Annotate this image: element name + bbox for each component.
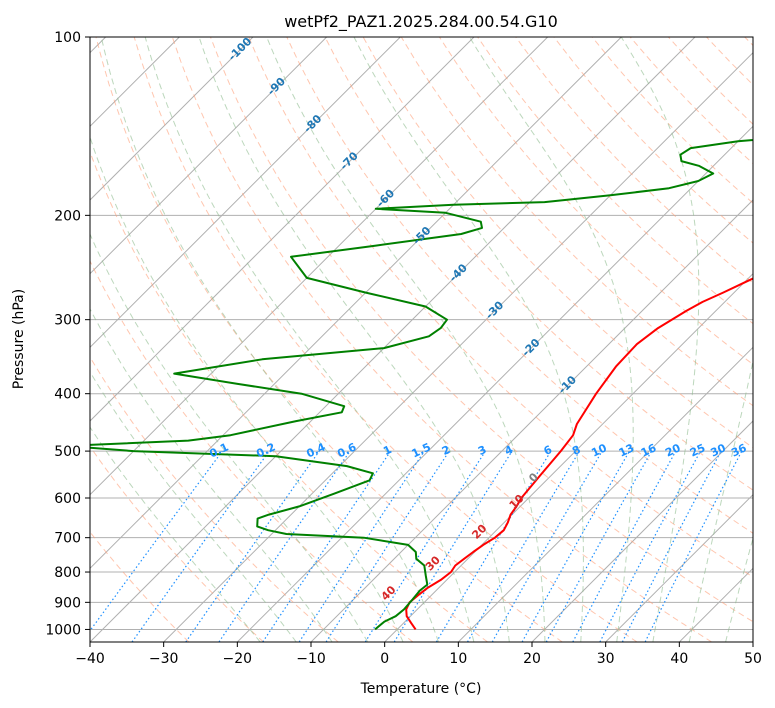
isotherm-line bbox=[90, 37, 622, 570]
isotherm-line bbox=[163, 51, 753, 642]
grid-layer bbox=[90, 37, 753, 642]
x-tick-label: −20 bbox=[223, 651, 253, 667]
dry-adiabat-line bbox=[95, 37, 563, 642]
moist-adiabat-line bbox=[90, 308, 333, 642]
isotherm-line bbox=[90, 37, 549, 496]
mixing-ratio-line bbox=[185, 450, 320, 642]
y-tick-label: 200 bbox=[54, 208, 81, 224]
y-axis-label: Pressure (hPa) bbox=[11, 289, 27, 389]
mixing-ratio-line bbox=[644, 450, 743, 642]
mixing-ratio-label: 10 bbox=[589, 441, 609, 459]
x-tick-label: 30 bbox=[597, 651, 615, 667]
mixing-ratio-label: 30 bbox=[708, 441, 728, 459]
isotherm-line bbox=[605, 493, 753, 642]
y-tick-label: 600 bbox=[54, 491, 81, 507]
isotherm-line bbox=[384, 272, 753, 642]
mixing-ratio-label: 16 bbox=[639, 441, 659, 459]
dry-adiabat-line bbox=[90, 259, 414, 642]
mixing-ratio-label: 25 bbox=[688, 441, 707, 459]
moist-adiabat-line bbox=[198, 37, 510, 642]
temperature-profile-line bbox=[405, 277, 753, 630]
mixing-ratio-line bbox=[218, 450, 351, 642]
x-tick-label: 40 bbox=[670, 651, 688, 667]
isotherm-line bbox=[531, 420, 753, 642]
y-tick-label: 1000 bbox=[45, 622, 81, 638]
y-tick-label: 700 bbox=[54, 531, 81, 547]
dry-adiabat-line bbox=[133, 37, 638, 642]
moist-adiabat-line bbox=[688, 358, 753, 642]
x-tick-label: −10 bbox=[296, 651, 326, 667]
x-tick-label: −40 bbox=[75, 651, 105, 667]
mixing-ratio-line bbox=[90, 450, 223, 632]
isotherm-line bbox=[236, 125, 753, 642]
isotherm-line bbox=[90, 37, 696, 642]
dry-adiabat-line bbox=[248, 37, 753, 578]
dry-adiabat-line bbox=[210, 37, 753, 623]
mixing-ratio-line bbox=[325, 450, 450, 642]
plot-frame bbox=[89, 36, 754, 643]
moist-adiabat-line bbox=[144, 37, 475, 642]
mixing-ratio-line bbox=[131, 450, 270, 642]
dry-adiabat-line bbox=[90, 445, 264, 642]
dewpoint-profile-line bbox=[90, 139, 753, 631]
x-tick-label: 50 bbox=[744, 651, 762, 667]
isotherm-line bbox=[90, 37, 401, 349]
dry-adiabat-line bbox=[90, 356, 339, 642]
mixing-ratio-line bbox=[262, 450, 392, 642]
y-tick-label: 300 bbox=[54, 313, 81, 329]
moist-adiabat-line bbox=[620, 37, 700, 642]
x-tick-label: −30 bbox=[149, 651, 179, 667]
moist-adiabat-line bbox=[90, 370, 297, 642]
mixing-ratio-line bbox=[545, 450, 653, 642]
dry-adiabat-line bbox=[324, 37, 753, 491]
isotherm-line bbox=[90, 37, 328, 275]
moist-adiabat-line bbox=[90, 135, 404, 642]
chart-title: wetPf2_PAZ1.2025.284.00.54.G10 bbox=[284, 12, 558, 32]
isotherm-line bbox=[90, 37, 475, 422]
isotherm-line bbox=[457, 346, 753, 642]
axis-layer: −40 −30 −20 −10 0 10 20 30 40 50 100 200 300 400 500 60… bbox=[45, 30, 762, 667]
moist-adiabat-line bbox=[100, 37, 439, 642]
x-tick-label: 20 bbox=[523, 651, 541, 667]
mixing-ratio-line bbox=[298, 450, 425, 642]
y-tick-label: 900 bbox=[54, 595, 81, 611]
dry-adiabat-line bbox=[171, 37, 712, 642]
series-layer bbox=[90, 139, 753, 631]
moist-adiabat-line bbox=[266, 37, 546, 642]
mixing-ratio-label: 36 bbox=[729, 441, 749, 459]
y-tick-label: 500 bbox=[54, 444, 81, 460]
y-tick-label: 400 bbox=[54, 387, 81, 403]
mixing-ratio-line bbox=[521, 450, 631, 642]
mixing-ratio-label: 20 bbox=[663, 441, 683, 459]
x-tick-label: 10 bbox=[449, 651, 467, 667]
moist-adiabat-line bbox=[353, 37, 584, 642]
mixing-ratio-line bbox=[393, 450, 513, 642]
x-tick-label: 0 bbox=[380, 651, 389, 667]
y-tick-label: 800 bbox=[54, 565, 81, 581]
mixing-ratio-line bbox=[572, 450, 677, 642]
dry-adiabat-line bbox=[515, 37, 753, 284]
x-axis-label: Temperature (°C) bbox=[360, 681, 482, 697]
dry-adiabat-line bbox=[286, 37, 753, 534]
isotherm-line bbox=[90, 37, 254, 201]
moist-adiabat-line bbox=[90, 426, 261, 642]
mixing-ratio-label: 13 bbox=[617, 441, 636, 459]
y-tick-label: 100 bbox=[54, 30, 81, 46]
moist-adiabat-line bbox=[90, 232, 369, 642]
moist-adiabat-line bbox=[725, 536, 753, 642]
